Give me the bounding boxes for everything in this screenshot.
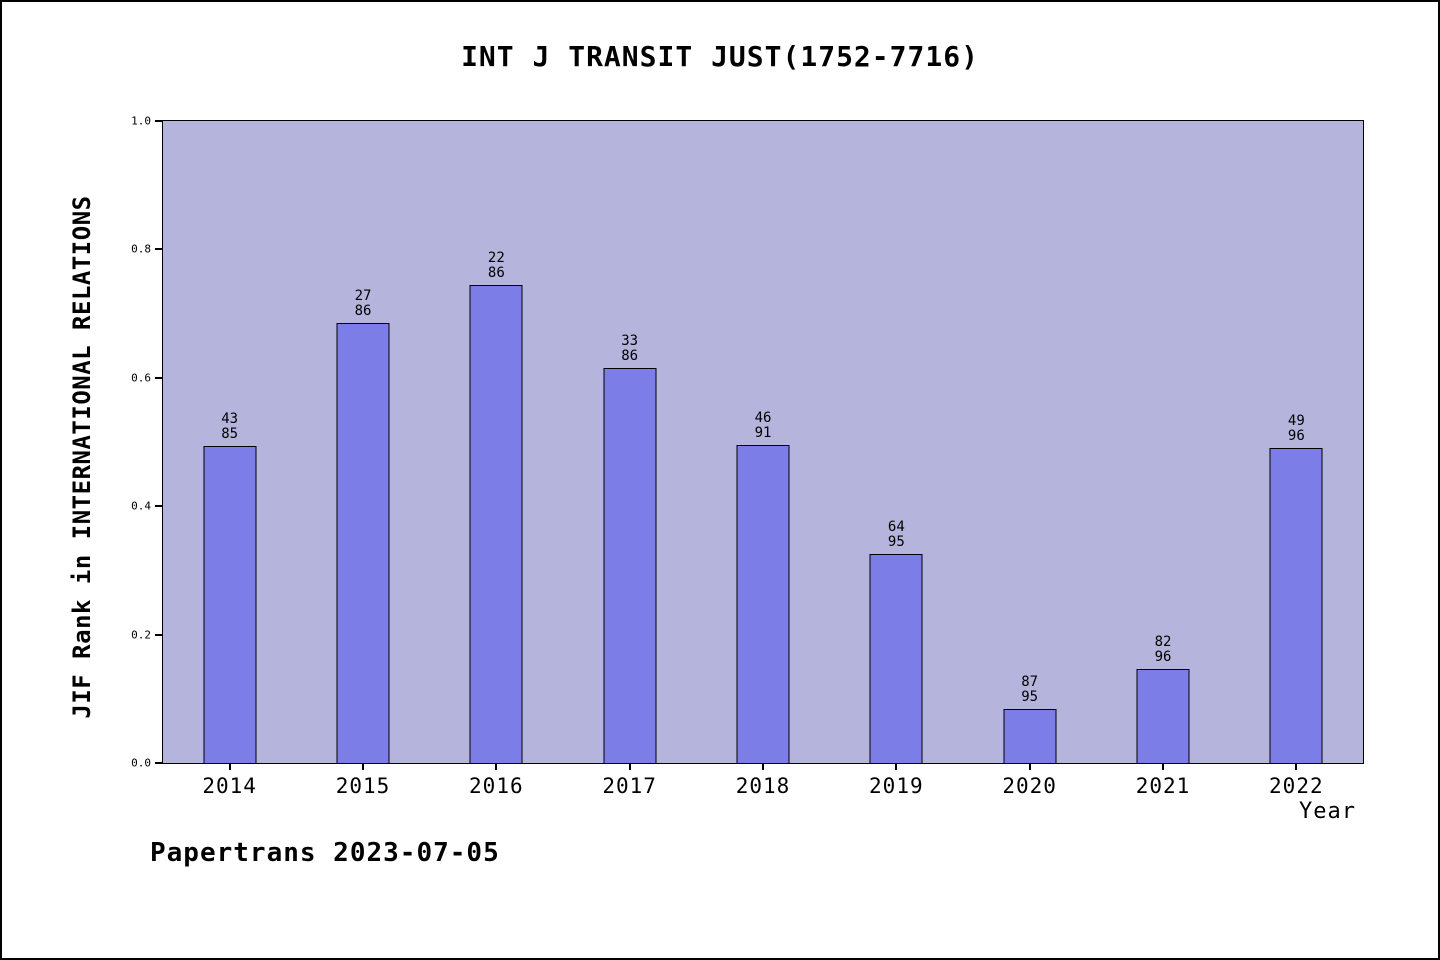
- x-tick-mark: [762, 763, 764, 770]
- bar-label-total: 96: [1287, 428, 1305, 445]
- bar-label-total: 95: [1021, 689, 1039, 706]
- x-axis-label: Year: [1299, 799, 1356, 824]
- bar: [336, 322, 390, 763]
- y-tick-label: 1.0: [131, 114, 151, 128]
- bar-value-label: 46 91: [755, 411, 772, 441]
- bar-label-total: 86: [621, 347, 639, 364]
- x-tick-mark: [1028, 763, 1031, 770]
- x-tick-mark: [628, 763, 631, 770]
- x-tick-mark: [228, 763, 231, 770]
- bar-label-total: 91: [754, 425, 772, 442]
- bar-label-rank: 49: [1287, 413, 1305, 430]
- bar-value-label: 49 96: [1288, 414, 1305, 444]
- x-tick-label: 2014: [202, 774, 257, 798]
- x-tick-label: 2021: [1135, 774, 1191, 798]
- bar-value-label: 27 86: [354, 287, 372, 319]
- y-tick-mark: [155, 120, 163, 122]
- chart-title: INT J TRANSIT JUST(1752-7716): [461, 40, 979, 73]
- bar-label-rank: 22: [487, 250, 505, 267]
- y-tick-mark: [155, 505, 163, 508]
- y-tick-mark: [155, 376, 163, 379]
- x-tick-label: 2015: [335, 774, 391, 798]
- plot-area: 43 85 2014 27 86 2015 22 86 2016 33 86 2017 46 91 2018…: [131, 115, 1364, 798]
- bar: [1136, 669, 1190, 763]
- bar: [736, 445, 790, 763]
- bar-label-rank: 27: [354, 287, 372, 304]
- bar-label-rank: 46: [754, 410, 772, 427]
- bar-label-total: 85: [221, 425, 239, 442]
- bar-value-label: 64 95: [887, 518, 905, 550]
- bar-label-total: 86: [354, 302, 372, 319]
- x-tick-label: 2020: [1002, 774, 1057, 798]
- footer-watermark: Papertrans 2023-07-05: [150, 838, 500, 868]
- bar-label-rank: 64: [887, 518, 905, 535]
- bar: [1269, 448, 1323, 763]
- y-tick-mark: [155, 633, 163, 636]
- bar-value-label: 43 85: [221, 410, 239, 442]
- bar-value-label: 87 95: [1021, 675, 1038, 705]
- bar-label-rank: 82: [1154, 634, 1172, 651]
- y-tick-mark: [155, 248, 163, 251]
- x-tick-label: 2018: [735, 774, 791, 798]
- x-tick-mark: [1162, 763, 1164, 770]
- y-tick-mark: [155, 762, 163, 764]
- bar: [869, 553, 923, 763]
- bar-label-total: 96: [1154, 649, 1172, 666]
- y-tick-label: 0.8: [131, 242, 151, 256]
- x-tick-mark: [495, 763, 498, 770]
- x-tick-label: 2017: [602, 774, 657, 798]
- y-tick-label: 0.2: [131, 628, 151, 642]
- x-tick-mark: [895, 763, 898, 770]
- y-tick-label: 0.4: [131, 499, 151, 513]
- y-tick-label: 0.0: [131, 756, 151, 770]
- bar-value-label: 22 86: [488, 251, 505, 281]
- x-tick-mark: [362, 763, 364, 770]
- bar-label-rank: 33: [621, 332, 639, 349]
- bar: [603, 367, 657, 763]
- bar: [203, 445, 257, 763]
- x-tick-label: 2016: [469, 774, 524, 798]
- bar-label-rank: 87: [1021, 674, 1039, 691]
- x-tick-label: 2022: [1269, 774, 1324, 798]
- y-axis-label: JIF Rank in INTERNATIONAL RELATIONS: [68, 195, 96, 719]
- x-tick-label: 2019: [869, 774, 924, 798]
- bar: [1003, 709, 1057, 763]
- bar: [469, 285, 523, 763]
- y-tick-label: 0.6: [131, 371, 151, 385]
- bar-label-total: 86: [487, 265, 505, 282]
- x-tick-mark: [1295, 763, 1298, 770]
- bar-label-rank: 43: [221, 410, 239, 427]
- bar-value-label: 33 86: [621, 332, 639, 364]
- bar-label-total: 95: [887, 533, 905, 550]
- bar-value-label: 82 96: [1155, 635, 1172, 665]
